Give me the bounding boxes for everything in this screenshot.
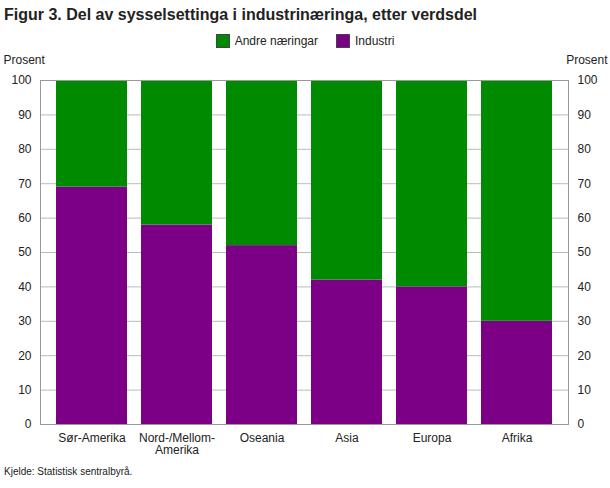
- svg-text:50: 50: [578, 245, 592, 259]
- svg-text:20: 20: [578, 349, 592, 363]
- svg-text:70: 70: [578, 177, 592, 191]
- svg-text:Nord-/Mellom-Amerika: Nord-/Mellom-Amerika: [139, 431, 215, 457]
- svg-text:40: 40: [578, 280, 592, 294]
- svg-text:90: 90: [578, 108, 592, 122]
- svg-text:Prosent: Prosent: [4, 53, 46, 67]
- svg-text:10: 10: [18, 383, 32, 397]
- svg-text:60: 60: [18, 211, 32, 225]
- svg-text:50: 50: [18, 245, 32, 259]
- svg-text:Europa: Europa: [413, 431, 452, 445]
- svg-text:10: 10: [578, 383, 592, 397]
- svg-text:30: 30: [578, 314, 592, 328]
- svg-text:60: 60: [578, 211, 592, 225]
- svg-text:100: 100: [11, 73, 31, 87]
- html-text:Andre næringar: Andre næringar: [234, 33, 318, 48]
- svg-text:100: 100: [578, 73, 598, 87]
- svg-text:Afrika: Afrika: [502, 431, 533, 445]
- html-text:Figur 3. Del av sysselsettinga: Figur 3. Del av sysselsettinga i industr…: [4, 6, 477, 23]
- svg-text:Asia: Asia: [335, 431, 359, 445]
- html-text:Industri: Industri: [355, 33, 395, 48]
- svg-text:80: 80: [578, 142, 592, 156]
- html-text:Kjelde: Statistisk sentralbyrå: Kjelde: Statistisk sentralbyrå.: [4, 466, 133, 477]
- svg-text:0: 0: [25, 417, 32, 431]
- svg-text:80: 80: [18, 142, 32, 156]
- svg-text:Prosent: Prosent: [566, 53, 608, 67]
- svg-text:30: 30: [18, 314, 32, 328]
- svg-text:70: 70: [18, 177, 32, 191]
- svg-text:90: 90: [18, 108, 32, 122]
- svg-text:Sør-Amerika: Sør-Amerika: [58, 431, 126, 445]
- svg-text:40: 40: [18, 280, 32, 294]
- svg-text:20: 20: [18, 349, 32, 363]
- svg-text:Oseania: Oseania: [240, 431, 285, 445]
- svg-text:0: 0: [578, 417, 585, 431]
